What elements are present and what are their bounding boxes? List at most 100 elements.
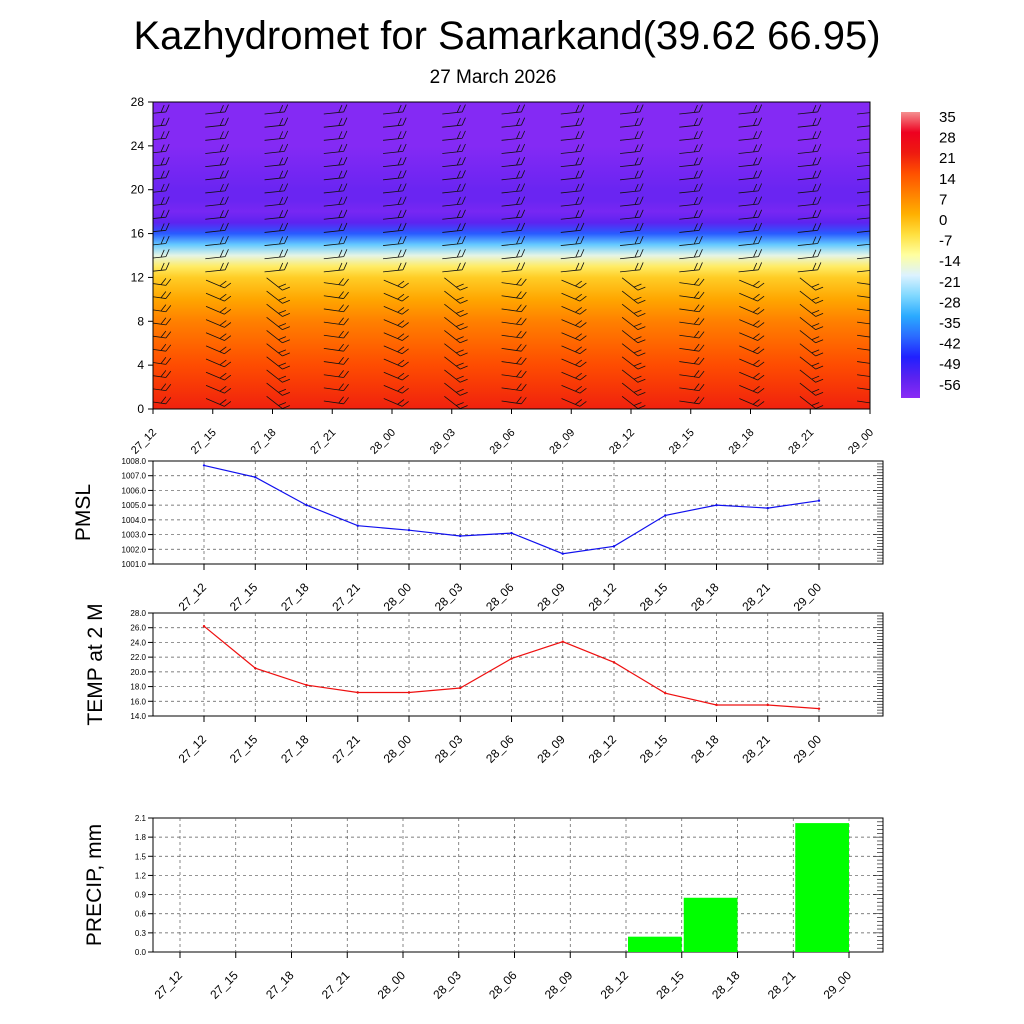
wind-barb xyxy=(323,278,349,286)
wind-barb xyxy=(153,143,170,154)
wind-barb xyxy=(561,398,587,407)
x-tick-label: 28_15 xyxy=(637,580,671,614)
y-tick-label: 8 xyxy=(137,314,144,328)
pmsl-point xyxy=(817,499,821,502)
wind-barb xyxy=(738,170,763,181)
wind-barb xyxy=(383,209,407,220)
wind-barb xyxy=(620,117,644,128)
y-tick-label: 1002.0 xyxy=(122,545,147,554)
x-tick-label: 27_15 xyxy=(227,732,261,766)
x-tick-label: 28_12 xyxy=(598,968,632,1002)
temperature-field xyxy=(153,102,870,409)
wind-barb xyxy=(383,279,409,289)
x-tick-label: 28_18 xyxy=(709,968,743,1002)
temp-point xyxy=(305,683,308,687)
wind-barb xyxy=(857,357,870,365)
wind-barb xyxy=(797,222,822,233)
wind-barb xyxy=(620,183,644,194)
wind-barb xyxy=(501,357,527,365)
y-tick-label: 1003.0 xyxy=(122,531,147,540)
wind-barb xyxy=(738,117,763,128)
wind-barb xyxy=(323,304,349,313)
wind-barb xyxy=(738,130,763,141)
x-tick-label: 28_12 xyxy=(586,732,620,766)
colorbar-label: -7 xyxy=(939,233,952,250)
wind-barb xyxy=(561,358,587,368)
x-tick-label: 28_18 xyxy=(688,732,722,766)
wind-barb xyxy=(560,235,585,246)
wind-barb xyxy=(501,130,526,141)
wind-barb xyxy=(620,235,644,246)
wind-barb xyxy=(560,170,585,181)
wind-barb xyxy=(739,332,765,341)
wind-barb xyxy=(857,278,870,286)
wind-barb xyxy=(501,343,527,352)
wind-barb xyxy=(561,345,587,355)
colorbar-label: -21 xyxy=(939,274,961,291)
wind-barb xyxy=(799,356,824,370)
pmsl-panel: 1001.0 1002.0 1003.0 1004.0 1005.0 1006.0 1007… xyxy=(72,457,884,614)
wind-barb xyxy=(442,104,466,115)
colorbar-label: -28 xyxy=(939,294,961,311)
wind-barb xyxy=(797,249,822,260)
temp-panel: 14.0 16.0 18.0 20.0 22.0 24.0 26.0 28.0 27_12 27_… xyxy=(84,603,884,766)
wind-barb xyxy=(739,345,765,355)
y-tick-label: 16 xyxy=(131,227,145,241)
colorbar-label: 14 xyxy=(939,171,956,188)
wind-barb xyxy=(799,277,824,291)
wind-barb xyxy=(738,222,763,233)
wind-barb xyxy=(205,319,232,328)
wind-barb xyxy=(323,396,349,405)
y-tick-label: 12 xyxy=(131,270,145,284)
y-tick-label: 0.3 xyxy=(135,929,147,938)
wind-barb xyxy=(738,235,763,246)
wind-barb xyxy=(857,183,870,194)
x-tick-label: 28_21 xyxy=(765,968,799,1002)
wind-barb xyxy=(560,130,585,141)
wind-barb xyxy=(442,262,466,273)
wind-barb xyxy=(857,330,870,339)
wind-barb xyxy=(444,382,468,396)
wind-barb xyxy=(383,292,409,302)
wind-barb xyxy=(323,291,349,299)
pmsl-point xyxy=(664,514,667,517)
wind-barb xyxy=(857,222,870,233)
wind-barb xyxy=(442,209,466,220)
x-tick-label: 28_00 xyxy=(381,732,415,766)
wind-barb xyxy=(153,222,170,233)
wind-barb xyxy=(323,383,349,392)
wind-barb xyxy=(857,291,870,299)
x-tick-label: 28_21 xyxy=(739,732,773,766)
x-tick-label: 28_03 xyxy=(428,427,458,457)
wind-barb xyxy=(738,196,763,207)
wind-barb xyxy=(621,356,646,370)
wind-barb xyxy=(205,262,229,273)
wind-barb xyxy=(383,130,407,141)
wind-barb xyxy=(560,143,585,154)
wind-barb xyxy=(205,371,232,381)
wind-barb xyxy=(857,170,870,181)
wind-barb xyxy=(739,398,765,407)
wind-barb xyxy=(205,183,229,194)
wind-barb xyxy=(153,304,172,313)
wind-barb xyxy=(323,330,349,339)
wind-barb xyxy=(205,345,232,355)
wind-barb xyxy=(383,222,407,233)
colorbar-label: 7 xyxy=(939,191,947,208)
y-tick-label: 20.0 xyxy=(130,668,146,677)
y-tick-label: 1006.0 xyxy=(122,486,147,495)
wind-barb xyxy=(383,332,409,341)
wind-barb xyxy=(444,395,468,409)
wind-barb xyxy=(501,117,526,128)
x-tick-label: 29_00 xyxy=(791,580,825,614)
temp-point xyxy=(817,707,821,710)
wind-barb xyxy=(679,183,703,194)
wind-barb xyxy=(501,330,527,339)
x-tick-label: 27_15 xyxy=(189,427,219,457)
y-tick-label: 2.1 xyxy=(135,814,147,823)
pmsl-point xyxy=(254,475,257,479)
wind-barb xyxy=(857,396,870,405)
y-tick-label: 24 xyxy=(131,139,145,153)
wind-barb xyxy=(266,277,290,291)
wind-barb xyxy=(501,317,527,326)
